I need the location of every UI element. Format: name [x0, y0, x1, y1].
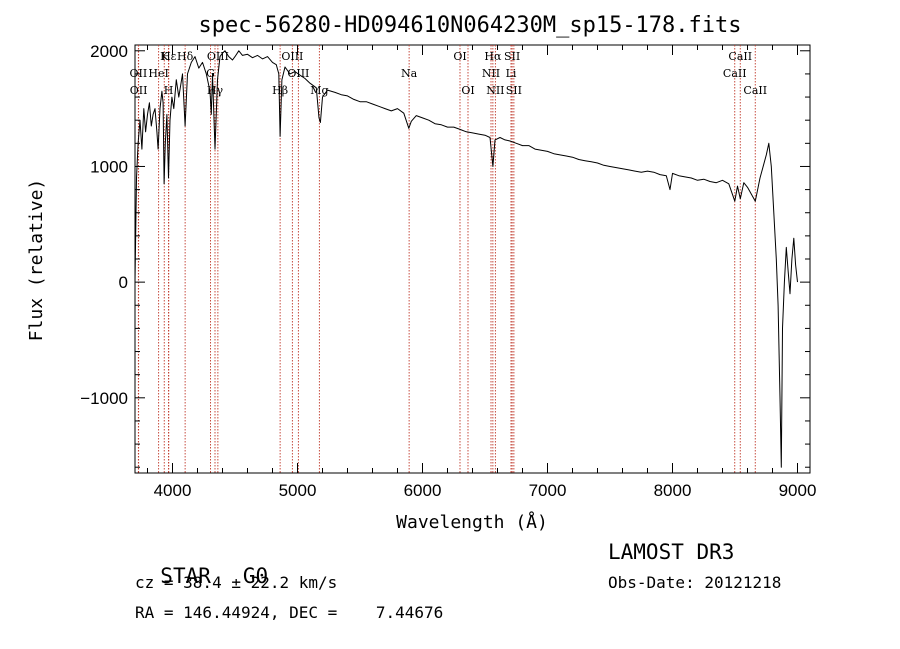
- line-label: Hα: [484, 50, 502, 63]
- y-tick-label: 1000: [90, 157, 128, 176]
- x-tick-label: 5000: [279, 481, 317, 500]
- line-label: Hβ: [272, 84, 288, 97]
- line-label: OII: [130, 84, 148, 97]
- line-label: G: [206, 67, 215, 80]
- x-tick-label: 8000: [654, 481, 692, 500]
- line-label: OI: [461, 84, 474, 97]
- spectrum-line: [134, 50, 798, 468]
- y-axis-ticks: −1000 0 1000 2000: [80, 42, 810, 468]
- line-label: CaII: [728, 50, 752, 63]
- plot-frame: [134, 44, 811, 474]
- spectrum-group: [134, 50, 798, 468]
- chart-title: spec-56280-HD094610N064230M_sp15-178.fit…: [198, 13, 741, 38]
- x-axis-label: Wavelength (Å): [396, 511, 548, 533]
- y-tick-label: 2000: [90, 42, 128, 61]
- line-label: OIII: [207, 50, 229, 63]
- line-label: Li: [506, 67, 517, 80]
- object-class-row: STAR G0: [135, 540, 268, 588]
- redshift-cz: cz = 38.4 ± 22.2 km/s: [135, 573, 338, 592]
- line-label: CaII: [743, 84, 767, 97]
- y-axis-label: Flux (relative): [26, 179, 47, 342]
- x-axis-ticks: 4000 5000 6000 7000 8000 9000: [147, 45, 817, 500]
- x-tick-label: 7000: [529, 481, 567, 500]
- x-tick-label: 4000: [154, 481, 192, 500]
- line-label: SII: [506, 84, 522, 97]
- x-tick-label: 6000: [404, 481, 442, 500]
- y-tick-label: 0: [119, 273, 128, 292]
- line-label: SII: [504, 50, 520, 63]
- line-label: Hγ: [207, 84, 224, 97]
- line-label: CaII: [723, 67, 747, 80]
- line-markers-group: [137, 45, 756, 473]
- line-label: OI: [453, 50, 466, 63]
- object-class: STAR: [160, 564, 211, 588]
- line-label: Na: [401, 67, 418, 80]
- object-subclass: G0: [242, 564, 269, 588]
- survey-name: LAMOST DR3: [608, 540, 735, 564]
- line-label: K: [160, 50, 169, 63]
- line-label: Hδ: [177, 50, 194, 63]
- line-label: NII: [482, 67, 500, 80]
- line-label: H: [164, 84, 174, 97]
- coordinates: RA = 146.44924, DEC = 7.44676: [135, 603, 444, 622]
- observation-date: Obs-Date: 20121218: [608, 573, 782, 592]
- line-label: NII: [486, 84, 504, 97]
- y-tick-label: −1000: [80, 389, 128, 408]
- x-tick-label: 9000: [779, 481, 817, 500]
- line-label: HeI: [148, 67, 168, 80]
- line-label: OIII: [281, 50, 303, 63]
